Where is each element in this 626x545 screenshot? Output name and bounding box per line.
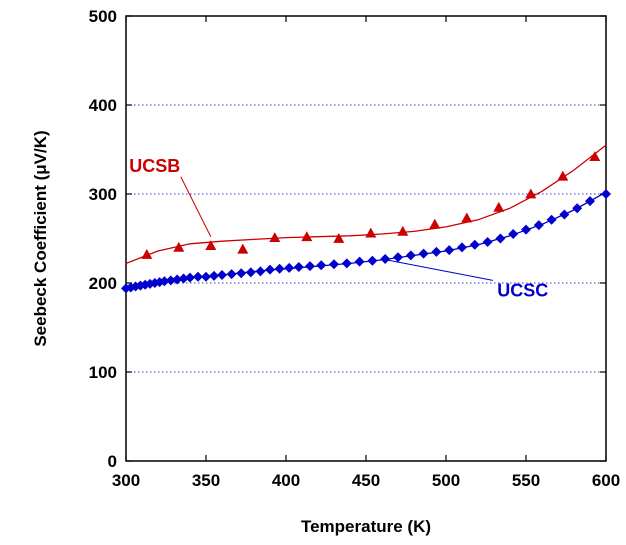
y-tick-label: 200 <box>89 274 117 293</box>
data-point-ucsb <box>461 212 473 223</box>
tick-labels: 0 100 200 300 400 500 300 350 400 450 500 550 600 <box>89 7 621 490</box>
y-tick-label: 500 <box>89 7 117 26</box>
data-point-ucsc <box>546 214 557 225</box>
data-point-ucsc <box>159 276 170 287</box>
x-tick-label: 450 <box>352 471 380 490</box>
x-tick-label: 500 <box>432 471 460 490</box>
data-point-ucsc <box>172 274 183 285</box>
x-tick-label: 600 <box>592 471 620 490</box>
data-markers <box>121 151 611 294</box>
data-point-ucsc <box>293 261 304 272</box>
data-point-ucsb <box>429 218 441 229</box>
data-point-ucsc <box>226 269 237 280</box>
data-point-ucsc <box>367 255 378 266</box>
data-point-ucsc <box>482 237 493 248</box>
data-point-ucsc <box>469 239 480 250</box>
data-point-ucsc <box>255 266 266 277</box>
fit-line-ucsb <box>125 144 607 265</box>
leader-line-ucsb <box>180 176 212 237</box>
y-tick-label: 100 <box>89 363 117 382</box>
series-label-ucsb: UCSB <box>129 156 180 176</box>
x-tick-label: 400 <box>272 471 300 490</box>
data-point-ucsc <box>585 196 595 207</box>
series-label-ucsc: UCSC <box>497 280 548 300</box>
data-point-ucsc <box>193 271 203 282</box>
axis-ticks <box>125 15 607 462</box>
data-point-ucsc <box>495 233 506 244</box>
data-point-ucsb <box>333 233 345 243</box>
data-point-ucsb <box>141 249 153 259</box>
data-point-ucsb <box>557 170 569 181</box>
x-tick-label: 350 <box>192 471 220 490</box>
data-point-ucsb <box>301 231 313 242</box>
data-point-ucsc <box>533 220 544 231</box>
data-point-ucsc <box>209 270 219 281</box>
y-tick-label: 0 <box>108 452 117 471</box>
data-point-ucsc <box>405 250 416 261</box>
data-point-ucsc <box>393 252 403 263</box>
data-point-ucsc <box>201 271 211 282</box>
data-point-ucsc <box>457 242 467 253</box>
data-point-ucsc <box>601 189 611 199</box>
data-point-ucsc <box>236 268 247 279</box>
data-point-ucsc <box>165 275 176 286</box>
data-point-ucsb <box>269 232 281 243</box>
data-point-ucsb <box>589 151 601 162</box>
y-tick-label: 400 <box>89 96 117 115</box>
y-axis-title: Seebeck Coefficient (μV/K) <box>31 130 50 346</box>
x-tick-label: 550 <box>512 471 540 490</box>
data-point-ucsc <box>444 245 455 256</box>
data-point-ucsc <box>418 248 429 259</box>
data-point-ucsc <box>521 224 531 235</box>
x-axis-title: Temperature (K) <box>301 517 431 536</box>
data-point-ucsb <box>525 188 537 199</box>
data-point-ucsc <box>178 273 189 284</box>
data-point-ucsc <box>380 253 391 264</box>
data-point-ucsc <box>341 258 352 269</box>
data-point-ucsc <box>305 261 315 272</box>
fit-curves <box>125 144 607 290</box>
data-point-ucsc <box>431 246 442 257</box>
data-point-ucsc <box>274 263 285 274</box>
data-point-ucsc <box>265 264 275 275</box>
data-point-ucsb <box>173 241 185 252</box>
data-point-ucsc <box>316 260 327 271</box>
data-point-ucsb <box>237 243 249 254</box>
data-point-ucsc <box>185 272 195 283</box>
grid-lines <box>126 104 606 373</box>
data-point-ucsc <box>284 262 295 273</box>
data-point-ucsb <box>205 240 217 251</box>
data-point-ucsb <box>493 201 505 212</box>
leader-line-ucsc <box>381 258 493 281</box>
plot-area <box>125 15 607 462</box>
y-tick-label: 300 <box>89 185 117 204</box>
series-annotations: UCSB UCSC <box>129 156 548 301</box>
data-point-ucsc <box>354 256 365 267</box>
data-point-ucsb <box>397 225 409 236</box>
data-point-ucsc <box>329 259 339 270</box>
data-point-ucsc <box>217 269 227 280</box>
x-tick-label: 300 <box>112 471 140 490</box>
data-point-ucsc <box>572 203 583 214</box>
data-point-ucsc <box>245 267 256 278</box>
data-point-ucsb <box>365 227 377 238</box>
data-point-ucsc <box>559 209 570 220</box>
data-point-ucsc <box>508 229 519 240</box>
